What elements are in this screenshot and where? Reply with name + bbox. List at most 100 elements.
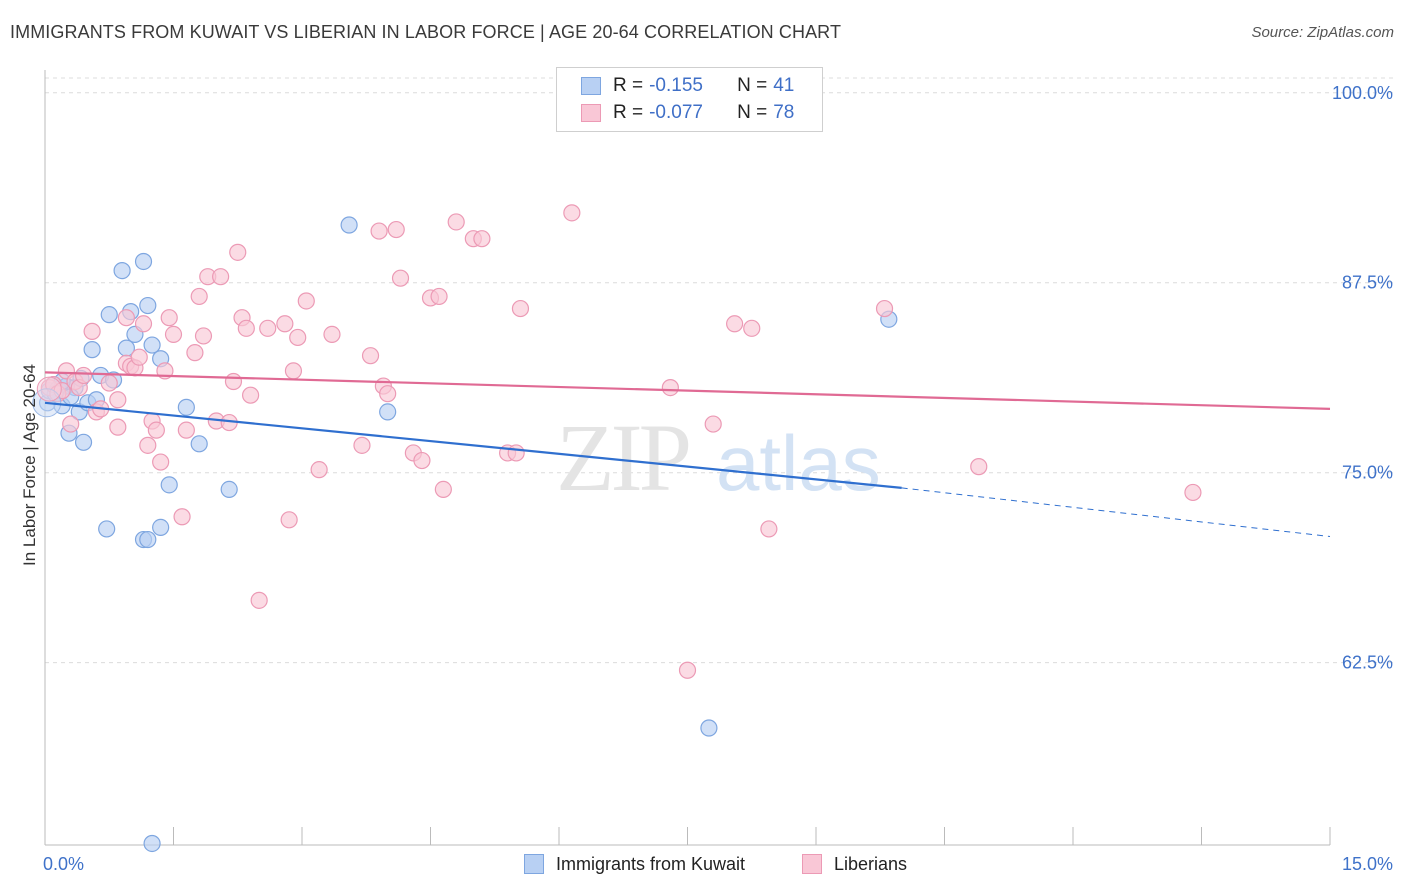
kuwait-point — [152, 518, 170, 537]
liberian-point — [434, 480, 452, 499]
legend-n-label: N = — [737, 102, 768, 123]
kuwait-point — [379, 403, 397, 421]
x-tick-label: 0.0% — [43, 854, 84, 874]
legend-swatch-kuwait — [581, 77, 601, 95]
liberian-point — [661, 378, 679, 397]
liberian-point — [726, 315, 744, 333]
liberian-point — [242, 386, 260, 404]
kuwait-point — [83, 341, 101, 359]
legend-r-label: R = — [613, 102, 644, 123]
kuwait-point — [177, 398, 195, 416]
y-axis-label: In Labor Force | Age 20-64 — [20, 364, 39, 566]
kuwait-point — [139, 296, 157, 315]
liberian-point — [134, 315, 153, 333]
liberian-point — [62, 415, 80, 433]
watermark-atlas: atlas — [716, 419, 881, 507]
liberian-point — [970, 458, 988, 476]
liberian-point — [391, 269, 410, 287]
y-tick-label: 75.0% — [1342, 463, 1393, 483]
liberian-point — [875, 299, 894, 318]
y-tick-label: 87.5% — [1342, 273, 1393, 293]
legend-r-value: -0.155 — [649, 75, 703, 96]
liberian-point — [323, 325, 341, 344]
y-tick-label: 100.0% — [1332, 83, 1393, 103]
liberian-point — [387, 220, 405, 239]
liberian-point — [447, 213, 465, 231]
y-tick-label: 62.5% — [1342, 653, 1393, 673]
liberian-point — [563, 204, 581, 222]
source-credit: Source: ZipAtlas.com — [1251, 24, 1394, 41]
liberian-point — [194, 327, 213, 345]
legend-n-value: 78 — [773, 102, 795, 123]
watermark-zip: ZIP — [556, 404, 689, 511]
kuwait-trend-line — [44, 401, 902, 489]
liberian-point — [1184, 483, 1202, 502]
liberian-point — [109, 391, 127, 409]
liberian-point — [117, 309, 135, 327]
liberian-point — [678, 661, 697, 679]
liberian-point — [379, 385, 397, 403]
liberian-point — [147, 421, 165, 439]
liberian-point — [160, 309, 178, 327]
liberian-point — [284, 362, 303, 380]
legend-row-liberians: R = -0.077 N = 78 — [581, 102, 812, 124]
liberian-point — [109, 418, 127, 436]
kuwait-point — [134, 252, 153, 271]
kuwait-point — [139, 530, 157, 549]
liberian-point — [173, 508, 191, 526]
liberian-point — [164, 325, 183, 344]
liberian-point — [229, 243, 247, 261]
liberian-point — [186, 344, 204, 362]
liberian-point — [74, 366, 93, 385]
liberian-point — [212, 268, 230, 286]
liberian-point — [152, 453, 170, 471]
liberian-point — [743, 319, 761, 337]
liberian-point — [83, 322, 101, 340]
kuwait-point — [700, 719, 718, 737]
kuwait-trend-extension — [901, 487, 1331, 538]
liberian-point — [100, 374, 118, 392]
legend-swatch-liberians — [581, 104, 601, 122]
liberian-point — [511, 299, 530, 318]
liberian-point — [139, 436, 157, 454]
bottom-legend-label-liberians: Liberians — [834, 853, 908, 874]
legend-row-kuwait: R = -0.155 N = 41 — [581, 75, 812, 97]
liberian-point — [413, 451, 431, 470]
liberian-point — [370, 222, 388, 240]
kuwait-point — [100, 306, 118, 324]
correlation-legend: R = -0.155 N = 41 R = -0.077 N = 78 — [556, 67, 823, 132]
liberian-point — [237, 319, 255, 337]
liberian-point — [473, 230, 491, 248]
kuwait-point — [74, 433, 93, 451]
bottom-legend-kuwait: Immigrants from Kuwait — [524, 852, 745, 876]
liberian-point — [190, 287, 208, 306]
liberian-trend-line — [44, 371, 1331, 410]
liberian-point — [430, 287, 448, 306]
liberian-cluster-point — [36, 376, 62, 402]
liberian-point — [130, 348, 148, 366]
liberian-point — [224, 372, 243, 391]
kuwait-point — [143, 336, 161, 354]
liberian-point — [250, 591, 268, 609]
liberian-point — [297, 292, 315, 310]
bottom-legend-liberians: Liberians — [802, 852, 907, 876]
kuwait-point — [113, 261, 131, 280]
legend-r-value: -0.077 — [649, 102, 703, 123]
kuwait-point — [220, 480, 238, 499]
liberian-point — [276, 315, 294, 333]
liberian-point — [361, 347, 380, 365]
kuwait-point — [190, 435, 208, 453]
kuwait-point — [340, 216, 358, 234]
liberian-point — [704, 415, 722, 433]
legend-n-value: 41 — [773, 75, 795, 96]
liberian-point — [507, 444, 525, 462]
bottom-legend-swatch-kuwait — [524, 854, 544, 874]
liberian-point — [259, 319, 277, 337]
liberian-point — [177, 421, 195, 439]
bottom-legend-swatch-liberians — [802, 854, 822, 874]
kuwait-point — [98, 520, 116, 538]
liberian-point — [353, 436, 371, 454]
liberian-point — [310, 461, 328, 479]
chart-title: IMMIGRANTS FROM KUWAIT VS LIBERIAN IN LA… — [10, 22, 842, 42]
